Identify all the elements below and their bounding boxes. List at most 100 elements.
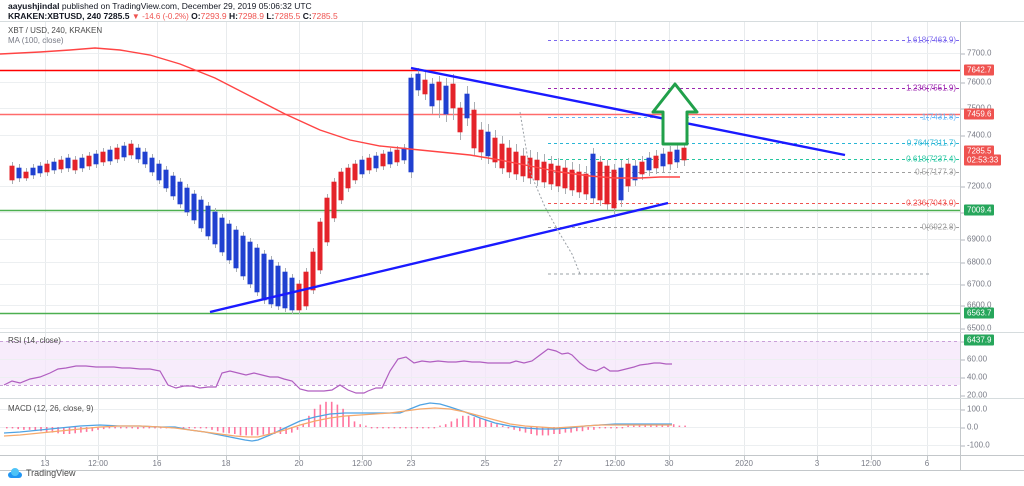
time-axis-label: 6 bbox=[924, 459, 930, 468]
publish-text: published on TradingView.com, bbox=[59, 1, 182, 11]
macd-axis[interactable]: 100.0 0.0 -100.0 bbox=[960, 399, 1024, 455]
fib-level-label: 0.236(7043.0) bbox=[906, 198, 956, 208]
publication-line: aayushjindal published on TradingView.co… bbox=[8, 1, 312, 11]
fib-level-label: 0.618(7237.4) bbox=[906, 154, 956, 164]
ma-line bbox=[0, 47, 680, 179]
price-svg bbox=[0, 22, 960, 332]
time-axis-label: 25 bbox=[480, 459, 490, 468]
time-axis-label: 2020 bbox=[735, 459, 753, 468]
time-axis-label: 13 bbox=[40, 459, 50, 468]
time-tick bbox=[411, 456, 412, 460]
low-label: L: bbox=[266, 11, 275, 21]
last-price: 7285.5 bbox=[103, 11, 130, 21]
macd-tick-label: 0.0 bbox=[960, 422, 979, 432]
time-axis-label: 12:00 bbox=[860, 459, 882, 468]
time-tick bbox=[362, 456, 363, 460]
rsi-line bbox=[3, 348, 672, 394]
fib-level-label: 0.5(7177.3) bbox=[915, 167, 956, 177]
macd-pane[interactable]: 100.0 0.0 -100.0 MACD (12, 26, close, 9) bbox=[0, 398, 1024, 455]
price-pill: 02:53:33 bbox=[964, 154, 1002, 166]
time-tick bbox=[744, 456, 745, 460]
price-tick-label: 6600.0 bbox=[960, 300, 992, 310]
open-value: 7293.9 bbox=[200, 11, 227, 21]
close-value: 7285.5 bbox=[311, 11, 338, 21]
rsi-svg bbox=[0, 333, 960, 398]
time-tick bbox=[157, 456, 158, 460]
price-pill: 7009.4 bbox=[964, 204, 995, 216]
price-tick-label: 6700.0 bbox=[960, 279, 992, 289]
time-axis-label: 3 bbox=[814, 459, 820, 468]
fib-level-label: 1.618(7463.9) bbox=[906, 35, 956, 45]
time-axis-label: 16 bbox=[152, 459, 162, 468]
time-axis-label: 23 bbox=[406, 459, 416, 468]
price-tick-label: 7200.0 bbox=[960, 181, 992, 191]
fib-level-label: 1.236(7551.9) bbox=[906, 83, 956, 93]
price-tick-label: 7500.0 bbox=[960, 104, 991, 113]
price-axis[interactable]: 7700.07600.07500.07400.07200.07100.06900… bbox=[960, 22, 1024, 355]
change-arrow-icon: ▼ bbox=[131, 12, 140, 21]
rsi-tick-label: 60.00 bbox=[960, 354, 988, 364]
macd-signal-line bbox=[3, 407, 672, 438]
cloud-icon bbox=[8, 468, 22, 478]
rsi-legend: RSI (14, close) bbox=[8, 336, 61, 345]
series-legend: XBT / USD, 240, KRAKEN bbox=[8, 26, 103, 35]
price-tick-label: 6900.0 bbox=[960, 234, 992, 244]
fib-level-label: 0.764(7311.7) bbox=[906, 138, 956, 148]
price-plot-area[interactable]: 1.618(7463.9) 1.236(7551.9) 1(7431.8) 0.764… bbox=[0, 22, 960, 332]
macd-svg bbox=[0, 399, 960, 455]
macd-plot-area[interactable] bbox=[0, 399, 960, 455]
time-axis-label: 27 bbox=[553, 459, 563, 468]
time-tick bbox=[817, 456, 818, 460]
open-label: O: bbox=[191, 11, 201, 21]
price-pill: 7459.6 bbox=[964, 108, 995, 120]
rsi-tick-label: 20.00 bbox=[960, 390, 988, 400]
time-tick bbox=[226, 456, 227, 460]
chart-header: aayushjindal published on TradingView.co… bbox=[0, 0, 1024, 22]
change-value: -14.6 (-0.2%) bbox=[142, 12, 189, 21]
high-label: H: bbox=[229, 11, 238, 21]
time-tick bbox=[299, 456, 300, 460]
price-pill: 7285.5 bbox=[964, 145, 995, 157]
price-pane[interactable]: 1.618(7463.9) 1.236(7551.9) 1(7431.8) 0.764… bbox=[0, 21, 1024, 355]
interval-label: 240 bbox=[86, 11, 102, 21]
time-axis-label: 30 bbox=[664, 459, 674, 468]
price-tick-label: 7700.0 bbox=[960, 48, 992, 58]
fib-level-label: 1(7431.8) bbox=[921, 112, 956, 122]
time-tick bbox=[485, 456, 486, 460]
ma-legend: MA (100, close) bbox=[8, 36, 64, 45]
price-tick-label: 7600.0 bbox=[960, 77, 992, 87]
time-axis-label: 12:00 bbox=[604, 459, 626, 468]
price-tick-label: 6800.0 bbox=[960, 257, 992, 267]
price-tick-label: 6500.0 bbox=[960, 323, 992, 333]
author-name: aayushjindal bbox=[8, 1, 60, 11]
price-tick-label: 7400.0 bbox=[960, 130, 992, 140]
time-axis-label: 20 bbox=[294, 459, 304, 468]
time-tick bbox=[669, 456, 670, 460]
time-axis-label: 12:00 bbox=[87, 459, 109, 468]
time-axis[interactable]: 13 12:00 16 18 20 12:00 23 25 27 12:00 30 2020 3 12:0… bbox=[0, 455, 1024, 471]
candle-series bbox=[9, 140, 407, 314]
time-tick bbox=[558, 456, 559, 460]
price-pill: 7642.7 bbox=[964, 64, 995, 76]
macd-legend: MACD (12, 26, close, 9) bbox=[8, 404, 94, 413]
price-pill: 6563.7 bbox=[964, 307, 995, 319]
time-tick bbox=[871, 456, 872, 460]
price-pill: 6437.9 bbox=[964, 334, 995, 346]
fib-level-label: 0(6922.8) bbox=[921, 222, 956, 232]
axis-separator bbox=[960, 456, 961, 470]
rsi-tick-label: 40.00 bbox=[960, 372, 988, 382]
rsi-plot-area[interactable] bbox=[0, 333, 960, 398]
quote-line: KRAKEN:XBTUSD, 240 7285.5 ▼ -14.6 (-0.2%… bbox=[8, 11, 338, 22]
time-tick bbox=[927, 456, 928, 460]
candle-series-right bbox=[408, 68, 687, 214]
time-tick bbox=[615, 456, 616, 460]
descending-trendline bbox=[410, 66, 846, 157]
bullish-arrow-annotation bbox=[651, 82, 699, 146]
macd-tick-label: 100.0 bbox=[960, 404, 988, 414]
time-axis-label: 12:00 bbox=[351, 459, 373, 468]
close-label: C: bbox=[302, 11, 312, 21]
brand-label: TradingView bbox=[26, 468, 76, 478]
time-tick bbox=[45, 456, 46, 460]
